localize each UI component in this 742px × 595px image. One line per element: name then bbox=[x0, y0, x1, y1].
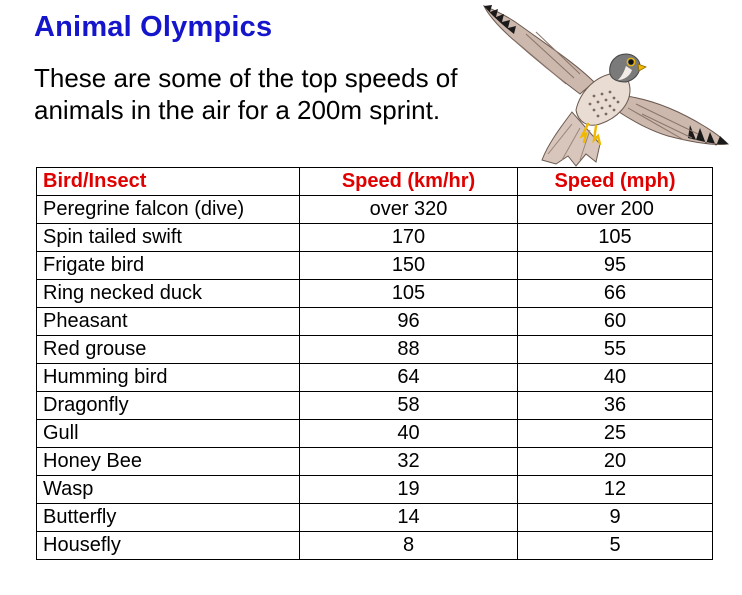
table-row: Honey Bee 32 20 bbox=[36, 447, 713, 476]
cell-speed-mph: 105 bbox=[517, 223, 713, 252]
cell-speed-kmh: 64 bbox=[299, 363, 518, 392]
cell-speed-mph: 60 bbox=[517, 307, 713, 336]
cell-speed-mph: 95 bbox=[517, 251, 713, 280]
table-row: Pheasant 96 60 bbox=[36, 307, 713, 336]
cell-speed-mph: 40 bbox=[517, 363, 713, 392]
table-row: Wasp 19 12 bbox=[36, 475, 713, 504]
cell-animal: Housefly bbox=[36, 531, 300, 560]
table-row: Ring necked duck 105 66 bbox=[36, 279, 713, 308]
table-row: Humming bird 64 40 bbox=[36, 363, 713, 392]
falcon-eye bbox=[628, 59, 634, 65]
cell-speed-mph: 55 bbox=[517, 335, 713, 364]
cell-animal: Wasp bbox=[36, 475, 300, 504]
cell-animal: Gull bbox=[36, 419, 300, 448]
table-row: Red grouse 88 55 bbox=[36, 335, 713, 364]
falcon-tail bbox=[541, 111, 601, 167]
cell-animal: Peregrine falcon (dive) bbox=[36, 195, 300, 224]
cell-animal: Frigate bird bbox=[36, 251, 300, 280]
cell-speed-mph: 20 bbox=[517, 447, 713, 476]
cell-animal: Spin tailed swift bbox=[36, 223, 300, 252]
cell-animal: Butterfly bbox=[36, 503, 300, 532]
cell-speed-mph: over 200 bbox=[517, 195, 713, 224]
header-bird-insect: Bird/Insect bbox=[36, 167, 300, 196]
cell-speed-kmh: 88 bbox=[299, 335, 518, 364]
cell-speed-kmh: 96 bbox=[299, 307, 518, 336]
cell-speed-kmh: 19 bbox=[299, 475, 518, 504]
cell-speed-mph: 9 bbox=[517, 503, 713, 532]
cell-speed-mph: 12 bbox=[517, 475, 713, 504]
falcon-right-wing-tips bbox=[688, 125, 728, 146]
cell-speed-kmh: 150 bbox=[299, 251, 518, 280]
table-row: Peregrine falcon (dive) over 320 over 20… bbox=[36, 195, 713, 224]
cell-speed-mph: 25 bbox=[517, 419, 713, 448]
cell-animal: Pheasant bbox=[36, 307, 300, 336]
cell-animal: Dragonfly bbox=[36, 391, 300, 420]
cell-animal: Ring necked duck bbox=[36, 279, 300, 308]
cell-speed-kmh: over 320 bbox=[299, 195, 518, 224]
falcon-illustration bbox=[482, 5, 730, 167]
cell-animal: Honey Bee bbox=[36, 447, 300, 476]
table-row: Housefly 8 5 bbox=[36, 531, 713, 560]
cell-animal: Humming bird bbox=[36, 363, 300, 392]
table-row: Gull 40 25 bbox=[36, 419, 713, 448]
cell-speed-mph: 36 bbox=[517, 391, 713, 420]
cell-speed-kmh: 58 bbox=[299, 391, 518, 420]
cell-speed-kmh: 170 bbox=[299, 223, 518, 252]
page-title: Animal Olympics bbox=[34, 11, 273, 43]
table-row: Spin tailed swift 170 105 bbox=[36, 223, 713, 252]
cell-speed-kmh: 14 bbox=[299, 503, 518, 532]
cell-speed-kmh: 40 bbox=[299, 419, 518, 448]
falcon-feet bbox=[579, 122, 602, 146]
table-row: Dragonfly 58 36 bbox=[36, 391, 713, 420]
cell-animal: Red grouse bbox=[36, 335, 300, 364]
header-speed-kmh: Speed (km/hr) bbox=[299, 167, 518, 196]
falcon-beak bbox=[637, 63, 647, 72]
intro-text: These are some of the top speeds of anim… bbox=[34, 63, 458, 125]
header-speed-mph: Speed (mph) bbox=[517, 167, 713, 196]
falcon-left-wing-tips bbox=[484, 5, 516, 34]
table-row: Frigate bird 150 95 bbox=[36, 251, 713, 280]
table-header-row: Bird/Insect Speed (km/hr) Speed (mph) bbox=[36, 167, 713, 196]
cell-speed-mph: 5 bbox=[517, 531, 713, 560]
cell-speed-mph: 66 bbox=[517, 279, 713, 308]
cell-speed-kmh: 32 bbox=[299, 447, 518, 476]
speed-table: Bird/Insect Speed (km/hr) Speed (mph) Pe… bbox=[36, 167, 713, 560]
falcon-body bbox=[575, 73, 631, 126]
cell-speed-kmh: 105 bbox=[299, 279, 518, 308]
cell-speed-kmh: 8 bbox=[299, 531, 518, 560]
table-row: Butterfly 14 9 bbox=[36, 503, 713, 532]
